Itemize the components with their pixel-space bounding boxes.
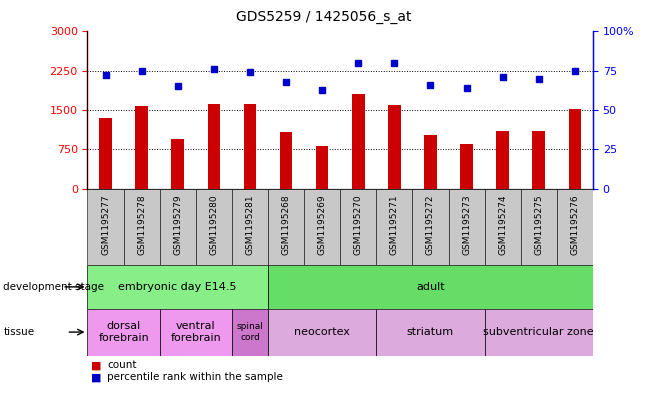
Bar [244, 104, 256, 189]
Text: tissue: tissue [3, 327, 34, 337]
Bar [496, 131, 509, 189]
Bar [87, 265, 268, 309]
Text: GSM1195275: GSM1195275 [534, 195, 543, 255]
Bar [232, 189, 268, 265]
Bar [412, 189, 448, 265]
Bar [196, 189, 232, 265]
Bar [533, 131, 545, 189]
Bar [268, 265, 593, 309]
Text: ventral
forebrain: ventral forebrain [170, 321, 221, 343]
Text: GSM1195276: GSM1195276 [570, 195, 579, 255]
Bar [485, 189, 521, 265]
Text: striatum: striatum [407, 327, 454, 337]
Text: GSM1195280: GSM1195280 [209, 195, 218, 255]
Bar [340, 189, 376, 265]
Text: GSM1195279: GSM1195279 [173, 195, 182, 255]
Bar [87, 309, 159, 356]
Bar [388, 105, 400, 189]
Text: GSM1195268: GSM1195268 [281, 195, 290, 255]
Text: subventricular zone: subventricular zone [483, 327, 594, 337]
Text: GSM1195269: GSM1195269 [318, 195, 327, 255]
Bar [172, 139, 184, 189]
Bar [207, 104, 220, 189]
Text: GSM1195274: GSM1195274 [498, 195, 507, 255]
Text: GSM1195281: GSM1195281 [246, 195, 255, 255]
Text: GSM1195270: GSM1195270 [354, 195, 363, 255]
Bar [99, 118, 112, 189]
Text: GSM1195271: GSM1195271 [390, 195, 399, 255]
Bar [124, 189, 159, 265]
Bar [268, 309, 376, 356]
Bar [521, 189, 557, 265]
Text: GSM1195273: GSM1195273 [462, 195, 471, 255]
Text: GSM1195272: GSM1195272 [426, 195, 435, 255]
Bar [376, 189, 412, 265]
Bar [135, 106, 148, 189]
Bar [376, 309, 485, 356]
Text: neocortex: neocortex [294, 327, 350, 337]
Bar [87, 189, 124, 265]
Bar [304, 189, 340, 265]
Bar [568, 109, 581, 189]
Text: GSM1195278: GSM1195278 [137, 195, 146, 255]
Bar [316, 146, 329, 189]
Text: GSM1195277: GSM1195277 [101, 195, 110, 255]
Text: ■: ■ [91, 372, 101, 382]
Bar [557, 189, 593, 265]
Text: adult: adult [416, 282, 445, 292]
Bar [352, 94, 365, 189]
Text: percentile rank within the sample: percentile rank within the sample [107, 372, 283, 382]
Bar [460, 144, 473, 189]
Text: count: count [107, 360, 137, 371]
Bar [159, 189, 196, 265]
Text: dorsal
forebrain: dorsal forebrain [98, 321, 149, 343]
Text: ■: ■ [91, 360, 101, 371]
Bar [280, 132, 292, 189]
Text: embryonic day E14.5: embryonic day E14.5 [119, 282, 237, 292]
Text: spinal
cord: spinal cord [237, 322, 263, 342]
Bar [424, 135, 437, 189]
Bar [268, 189, 304, 265]
Text: development stage: development stage [3, 282, 104, 292]
Bar [485, 309, 593, 356]
Bar [232, 309, 268, 356]
Bar [159, 309, 232, 356]
Text: GDS5259 / 1425056_s_at: GDS5259 / 1425056_s_at [237, 10, 411, 24]
Bar [448, 189, 485, 265]
